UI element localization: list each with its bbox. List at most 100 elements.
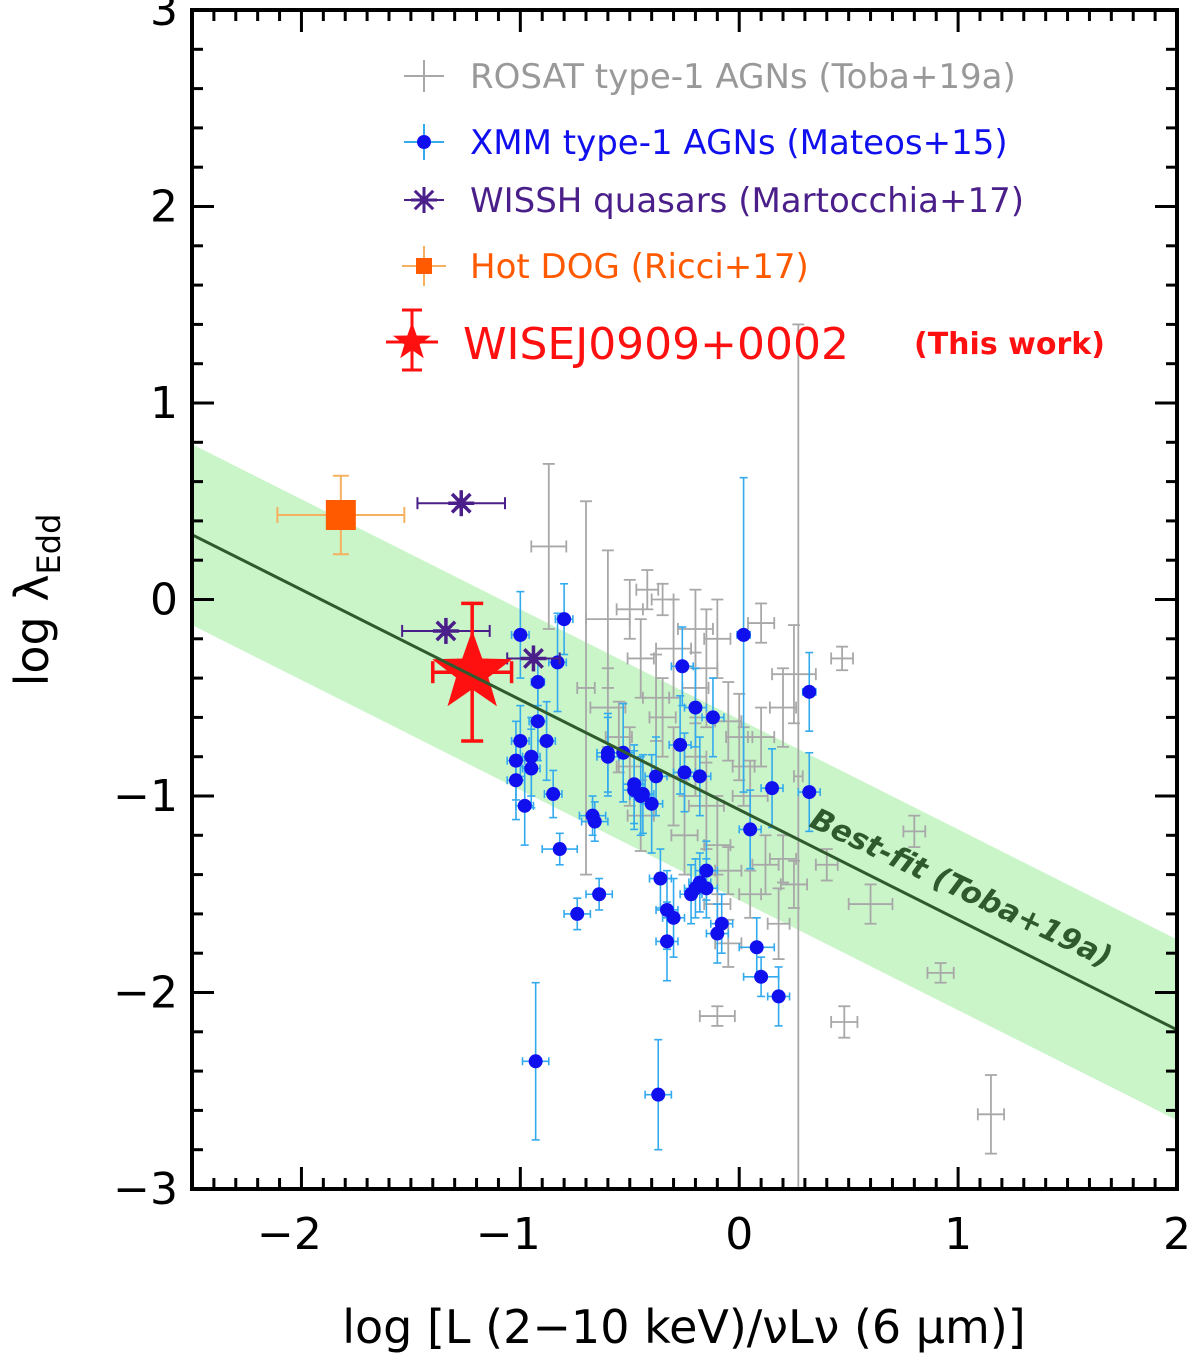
xmm-point <box>749 940 764 955</box>
xmm-point <box>666 910 681 925</box>
svg-text:XMM type-1 AGNs (Mateos+15): XMM type-1 AGNs (Mateos+15) <box>470 123 1008 163</box>
xmm-point <box>705 710 720 725</box>
xmm-point <box>653 871 668 886</box>
xmm-point <box>771 989 786 1004</box>
xmm-point <box>513 733 528 748</box>
rosat-point <box>751 834 780 896</box>
svg-text:Hot DOG (Ricci+17): Hot DOG (Ricci+17) <box>470 247 809 287</box>
xmm-point <box>539 733 554 748</box>
rosat-point <box>902 814 927 848</box>
legend-item-hotdog: Hot DOG (Ricci+17) <box>402 246 809 287</box>
xmm-point <box>649 769 664 784</box>
wissh-point <box>401 617 491 644</box>
best-fit-line-layer <box>192 533 1177 1032</box>
xmm-point <box>513 627 528 642</box>
wissh-point <box>416 490 507 517</box>
xmm-point <box>528 1054 543 1069</box>
svg-text:WISSH quasars (Martocchia+17): WISSH quasars (Martocchia+17) <box>470 181 1024 221</box>
xmm-point <box>699 863 714 878</box>
xmm-point <box>592 887 607 902</box>
xmm-point <box>765 781 780 796</box>
xmm-point <box>675 659 690 674</box>
wissh-point <box>506 645 561 672</box>
xmm-point <box>743 822 758 837</box>
rosat-point <box>976 1074 1005 1155</box>
xmm-point <box>546 787 561 802</box>
xmm-point <box>508 773 523 788</box>
rosat-point <box>747 706 776 768</box>
legend-item-this-work: WISEJ0909+0002 (This work) <box>386 308 1105 372</box>
x-tick-label: 1 <box>944 1209 972 1260</box>
xmm-point <box>517 798 532 813</box>
xmm-point <box>587 814 602 829</box>
legend-item-rosat: ROSAT type-1 AGNs (Toba+19a) <box>404 57 1016 97</box>
rosat-point <box>576 500 596 876</box>
legend-item-xmm: XMM type-1 AGNs (Mateos+15) <box>404 123 1008 163</box>
xmm-point <box>699 881 714 896</box>
xmm-point <box>552 842 567 857</box>
legend: ROSAT type-1 AGNs (Toba+19a) XMM type-1 A… <box>386 57 1105 372</box>
xmm-point <box>673 737 688 752</box>
best-fit-line <box>192 533 1177 1032</box>
xmm-point <box>600 749 615 764</box>
y-tick-label: 1 <box>150 378 178 429</box>
rosat-point <box>642 653 671 742</box>
rosat-point <box>830 645 854 672</box>
xmm-point <box>530 675 545 690</box>
x-axis-label: log [L (2−10 keV)/νLν (6 μm)] <box>342 1300 1026 1354</box>
rosat-point <box>768 667 798 748</box>
x-tick-label: 2 <box>1163 1209 1191 1260</box>
y-axis-label-group: log λEdd <box>5 514 68 687</box>
rosat-point <box>926 962 955 984</box>
xmm-point <box>570 906 585 921</box>
x-tick-label: 0 <box>725 1209 753 1260</box>
legend-item-wissh: WISSH quasars (Martocchia+17) <box>404 181 1024 221</box>
xmm-point <box>754 969 769 984</box>
x-tick-label: −2 <box>257 1209 322 1260</box>
svg-text:(This work): (This work) <box>914 327 1105 362</box>
xmm-point <box>530 714 545 729</box>
y-tick-label: 2 <box>150 182 178 233</box>
data-points-layer <box>276 323 1005 1189</box>
rosat-point <box>698 1005 736 1027</box>
rosat-point <box>648 677 677 758</box>
xmm-point <box>714 916 729 931</box>
xmm-point <box>692 769 707 784</box>
xmm-point <box>524 749 539 764</box>
y-tick-label: 0 <box>150 575 178 626</box>
y-tick-label: −3 <box>113 1164 178 1215</box>
y-tick-label: 3 <box>150 0 178 36</box>
xmm-point <box>736 627 751 642</box>
axes-layer: −2 −1 0 1 2 −3 −2 −1 0 1 2 3 <box>113 0 1191 1260</box>
xmm-point <box>651 1087 666 1102</box>
rosat-point <box>830 1005 859 1039</box>
x-tick-label: −1 <box>476 1209 541 1260</box>
svg-text:ROSAT type-1 AGNs (Toba+19a): ROSAT type-1 AGNs (Toba+19a) <box>470 57 1016 97</box>
xmm-point <box>508 753 523 768</box>
xmm-point <box>802 684 817 699</box>
hotdog-point <box>276 474 406 556</box>
xmm-point <box>644 796 659 811</box>
rosat-point <box>714 846 743 896</box>
rosat-point <box>530 463 568 630</box>
rosat-point <box>766 887 791 960</box>
rosat-point <box>847 883 894 925</box>
xmm-point <box>659 934 674 949</box>
xmm-point <box>688 700 703 715</box>
y-tick-label: −1 <box>113 771 178 822</box>
rosat-point <box>615 578 644 640</box>
rosat-point <box>635 569 660 611</box>
xmm-point <box>677 765 692 780</box>
this-work-point <box>431 601 514 743</box>
svg-text:WISEJ0909+0002: WISEJ0909+0002 <box>463 319 849 370</box>
xmm-point <box>557 612 572 627</box>
xmm-point <box>802 785 817 800</box>
rosat-point <box>747 602 776 644</box>
xmm-point <box>633 789 648 803</box>
y-axis-label: log λEdd <box>5 514 68 687</box>
y-tick-label: −2 <box>113 968 178 1019</box>
rosat-point <box>738 869 763 919</box>
xmm-point <box>524 761 539 776</box>
rosat-point <box>792 323 805 1189</box>
